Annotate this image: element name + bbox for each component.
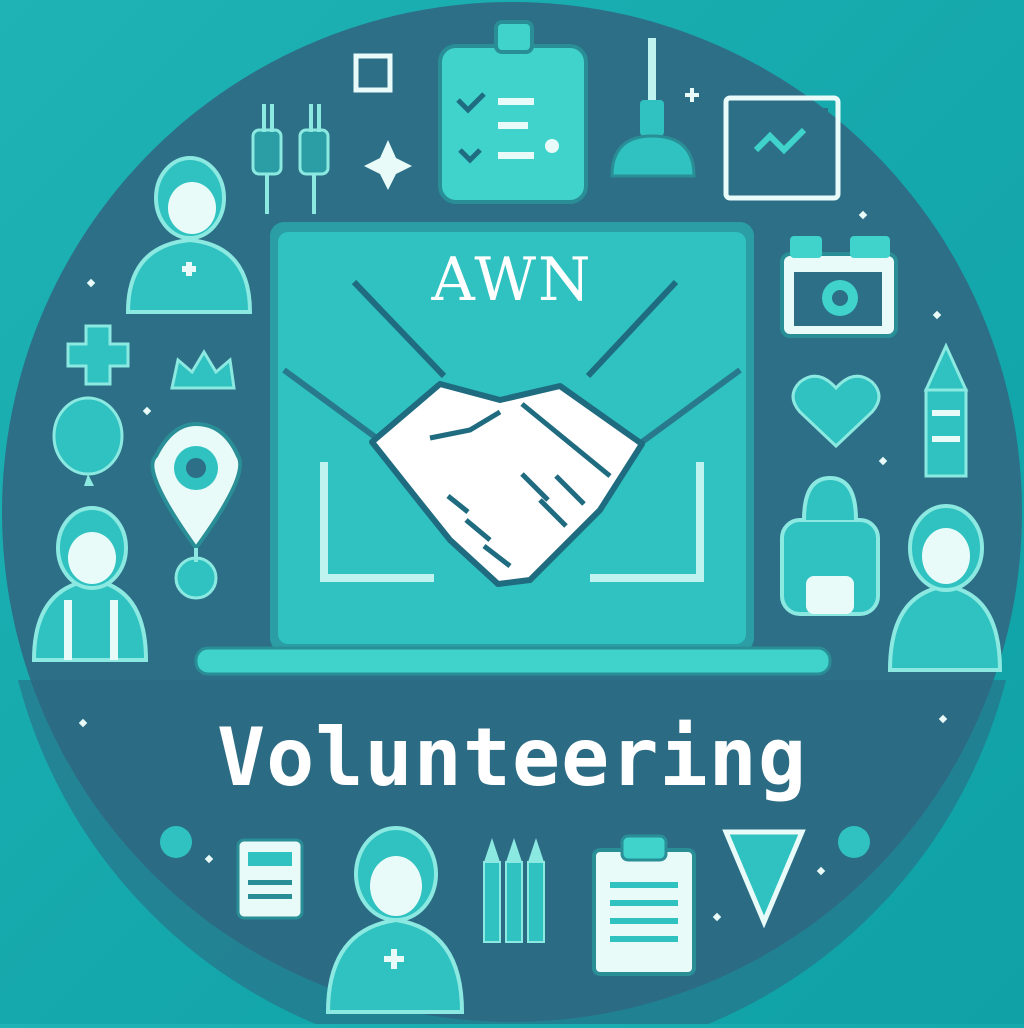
monitor-icon bbox=[723, 95, 841, 201]
pencil-icon bbox=[923, 342, 969, 478]
crown-icon bbox=[170, 349, 236, 390]
heart-icon bbox=[791, 374, 881, 449]
clipboard-icon bbox=[592, 834, 696, 976]
dot-icon bbox=[160, 826, 192, 858]
nurse-avatar-icon bbox=[125, 156, 253, 314]
medic-avatar-icon bbox=[325, 826, 465, 1014]
medical-cross-icon bbox=[66, 324, 130, 386]
handshake-icon bbox=[351, 279, 679, 587]
sparkle-dots bbox=[78, 88, 948, 922]
person-avatar-icon bbox=[887, 504, 1003, 672]
camera-icon bbox=[780, 236, 898, 338]
brand-title: AWN bbox=[431, 245, 593, 315]
plug-icon bbox=[251, 104, 330, 214]
triangle-icon bbox=[722, 829, 806, 929]
notebook-icon bbox=[236, 838, 304, 920]
square-icon bbox=[353, 53, 393, 93]
backpack-icon bbox=[780, 475, 880, 616]
sparkle-icon bbox=[364, 140, 412, 190]
volunteer-avatar-icon bbox=[31, 506, 149, 662]
checklist-clipboard-icon bbox=[438, 20, 588, 204]
tagline: Volunteering bbox=[217, 711, 807, 804]
stamp-icon bbox=[610, 38, 696, 178]
pencils-icon bbox=[483, 838, 545, 943]
map-pin-icon bbox=[150, 421, 243, 600]
dot-icon bbox=[838, 826, 870, 858]
balloon-icon bbox=[52, 396, 124, 486]
